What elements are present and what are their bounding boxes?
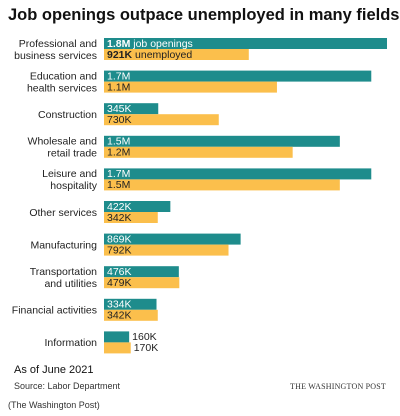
unemployed-value-label: 170K <box>134 342 159 354</box>
job-openings-bar <box>104 38 387 49</box>
job-openings-bar <box>104 135 340 147</box>
unemployed-bar <box>104 212 158 223</box>
job-openings-bar <box>104 331 130 343</box>
unemployed-value-label: 479K <box>107 277 132 289</box>
job-openings-bar <box>104 70 372 82</box>
job-openings-value-label: 345K <box>107 103 132 115</box>
job-openings-value-label: 334K <box>107 299 132 311</box>
category-label: Leisure and <box>42 168 97 180</box>
job-openings-value-label: 869K <box>107 233 132 245</box>
category-label: and utilities <box>44 278 97 290</box>
category-label: Professional and <box>19 38 97 50</box>
category-label: Other services <box>29 207 97 219</box>
unemployed-bar <box>104 81 277 93</box>
publisher-brand: THE WASHINGTON POST <box>290 382 386 391</box>
job-openings-value-label: 1.7M <box>107 168 130 180</box>
category-label: Wholesale and <box>28 136 98 148</box>
category-label: hospitality <box>50 180 97 192</box>
category-label: Transportation <box>30 266 97 278</box>
job-openings-bar <box>104 201 171 212</box>
unemployed-value-label: 1.5M <box>107 179 130 191</box>
image-credit: (The Washington Post) <box>8 400 100 410</box>
job-openings-bar <box>104 298 157 310</box>
category-label: business services <box>14 50 97 62</box>
unemployed-bar <box>104 114 219 126</box>
unemployed-bar <box>104 277 180 289</box>
job-openings-bar <box>104 233 241 245</box>
job-openings-value-label: 1.8M job openings <box>107 38 193 50</box>
category-label: Education and <box>30 70 97 82</box>
job-openings-value-label: 1.5M <box>107 136 130 148</box>
unemployed-bar <box>104 342 131 354</box>
unemployed-value-label: 730K <box>107 114 132 126</box>
unemployed-bar <box>104 49 249 60</box>
unemployed-value-label: 342K <box>107 310 132 322</box>
source-note: Source: Labor Department <box>14 381 121 391</box>
unemployed-bar <box>104 179 340 191</box>
job-openings-bar <box>104 266 179 278</box>
category-label: Information <box>44 337 97 349</box>
unemployed-value-label: 921K unemployed <box>107 49 192 61</box>
category-label: retail trade <box>47 148 97 160</box>
job-openings-bar <box>104 103 159 115</box>
category-label: health services <box>27 82 97 94</box>
chart-title: Job openings outpace unemployed in many … <box>8 6 400 24</box>
unemployed-bar <box>104 146 293 158</box>
unemployed-value-label: 342K <box>107 212 132 224</box>
category-label: Manufacturing <box>30 239 97 251</box>
unemployed-value-label: 792K <box>107 244 132 256</box>
category-label: Construction <box>38 109 97 121</box>
job-openings-bar <box>104 168 372 180</box>
unemployed-bar <box>104 309 158 321</box>
job-openings-value-label: 1.7M <box>107 70 130 82</box>
job-openings-value-label: 422K <box>107 201 132 213</box>
job-openings-value-label: 476K <box>107 266 132 278</box>
unemployed-bar <box>104 244 229 256</box>
job-openings-value-label: 160K <box>132 331 157 343</box>
unemployed-value-label: 1.2M <box>107 147 130 159</box>
as-of-note: As of June 2021 <box>14 364 94 376</box>
unemployed-value-label: 1.1M <box>107 81 130 93</box>
category-label: Financial activities <box>12 305 97 317</box>
